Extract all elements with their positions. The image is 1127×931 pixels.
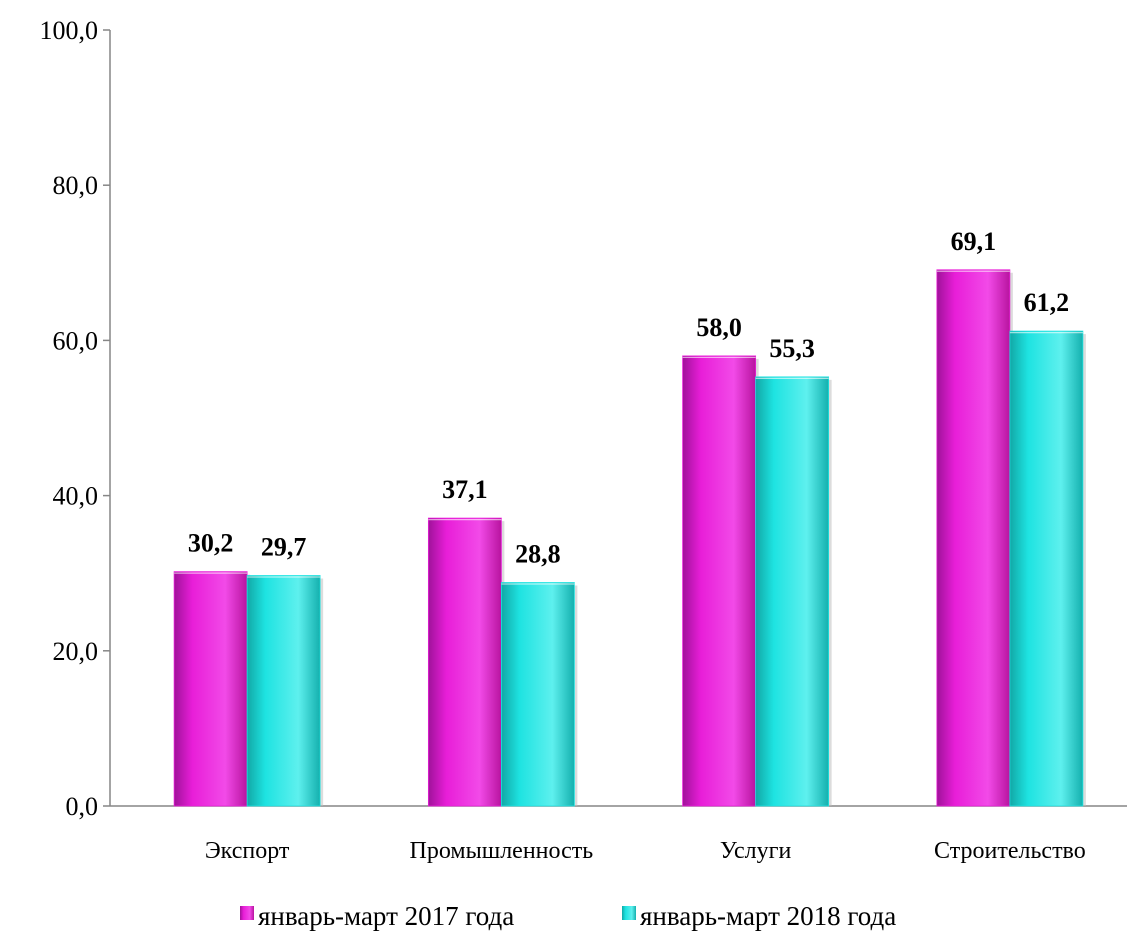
y-tick-label: 0,0 — [66, 792, 99, 821]
bars — [173, 269, 1086, 807]
data-label: 58,0 — [696, 313, 742, 342]
data-label: 28,8 — [515, 540, 561, 569]
category-label: Услуги — [720, 838, 792, 864]
bar-2017-1 — [427, 517, 502, 807]
data-label: 69,1 — [951, 227, 997, 256]
y-tick-label: 100,0 — [40, 16, 99, 45]
y-tick-label: 60,0 — [53, 326, 99, 355]
y-tick-label: 80,0 — [53, 171, 99, 200]
y-axis-ticks: 0,0 20,0 40,0 60,0 80,0 100,0 — [40, 16, 110, 821]
bar-2017-0 — [173, 571, 248, 807]
legend-label-2018: январь-март 2018 года — [640, 901, 896, 931]
bar-2017-3 — [936, 269, 1011, 807]
bar-2017-2 — [682, 355, 757, 807]
data-label: 55,3 — [769, 334, 815, 363]
data-label: 37,1 — [442, 475, 488, 504]
data-label: 29,7 — [261, 533, 307, 562]
legend-label-2017: январь-март 2017 года — [258, 901, 514, 931]
category-label: Экспорт — [205, 838, 290, 864]
bar-2018-2 — [755, 376, 830, 807]
bar-2018-3 — [1009, 330, 1084, 807]
legend: январь-март 2017 года январь-март 2018 г… — [240, 901, 896, 931]
y-tick-label: 40,0 — [53, 482, 99, 511]
data-label: 61,2 — [1024, 288, 1070, 317]
category-label: Строительство — [934, 838, 1086, 864]
bar-2018-0 — [246, 575, 321, 807]
legend-swatch-2017 — [240, 906, 254, 920]
bar-2018-1 — [500, 582, 575, 807]
category-label: Промышленность — [410, 838, 594, 864]
y-tick-label: 20,0 — [53, 637, 99, 666]
data-label: 30,2 — [188, 529, 234, 558]
legend-swatch-2018 — [622, 906, 636, 920]
data-labels: 30,2 29,7 37,1 28,8 58,0 55,3 69,1 61,2 — [188, 227, 1069, 569]
x-axis-categories: Экспорт Промышленность Услуги Строительство — [205, 838, 1086, 864]
